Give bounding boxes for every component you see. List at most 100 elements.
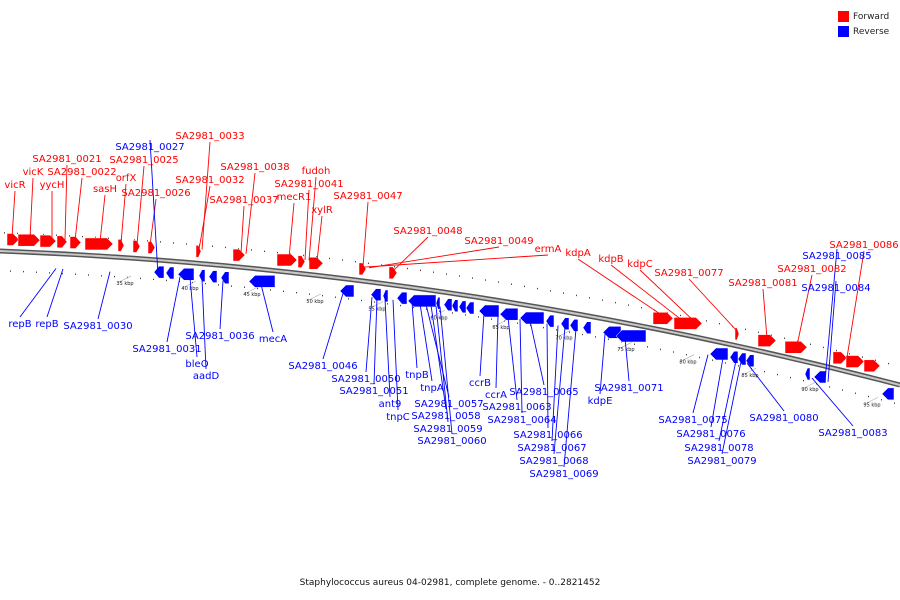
ruler-tick-label: 85 kbp <box>741 373 758 379</box>
gene-label: SA2981_0076 <box>676 429 745 440</box>
track-dot <box>530 324 531 327</box>
track-dot <box>459 275 460 277</box>
forward-gene-arrow <box>757 334 777 347</box>
track-dot <box>361 299 362 302</box>
track-dot <box>862 356 863 358</box>
gene-label: SA2981_0086 <box>829 240 898 251</box>
gene-label: SA2981_0081 <box>728 278 797 289</box>
gene-label: ermA <box>535 244 562 255</box>
track-dot <box>238 247 239 250</box>
leader-line <box>529 320 545 386</box>
reverse-gene-arrow <box>465 301 475 315</box>
forward-gene-arrow <box>784 341 808 354</box>
ruler-guide <box>617 341 633 350</box>
track-dot <box>615 301 616 304</box>
ruler-guide <box>116 275 132 284</box>
track-dot <box>244 286 245 288</box>
forward-gene-arrow <box>832 351 848 365</box>
track-dot <box>446 273 447 275</box>
track-dot <box>673 351 674 353</box>
backbone-highlight <box>0 250 900 386</box>
track-dot <box>43 233 44 236</box>
track-dot <box>283 290 284 292</box>
gene-label: kdpE <box>588 396 613 407</box>
legend-forward: Forward <box>838 9 889 24</box>
track-dot <box>738 365 739 367</box>
track-dot <box>582 333 583 336</box>
gene-label: SA2981_0084 <box>801 283 870 294</box>
track-dot <box>719 322 720 325</box>
gene-labels: vicR vicK yycH SA2981_0021 SA2981_0022 sasHor… <box>4 131 898 480</box>
track-dot <box>251 249 252 251</box>
track-dot <box>498 281 499 283</box>
leader-line <box>99 194 106 243</box>
reverse-gene-arrow <box>153 265 165 279</box>
gene-label: SA2981_0075 <box>658 415 727 426</box>
leader-line <box>260 284 274 333</box>
reverse-gene-arrow <box>737 352 747 366</box>
track-dot <box>23 270 24 273</box>
leader-line <box>507 317 518 401</box>
track-dot <box>316 256 317 258</box>
gene-label: SA2981_0083 <box>818 428 887 439</box>
track-dot <box>140 277 141 280</box>
leader-line <box>546 323 549 429</box>
track-dot <box>420 269 421 272</box>
reverse-gene-arrow <box>709 347 729 361</box>
track-dot <box>589 297 590 299</box>
track-dot <box>368 262 369 265</box>
track-dot <box>842 389 843 391</box>
gene-label: SA2981_0037 <box>209 195 278 206</box>
leader-line <box>479 313 485 377</box>
gene-label: vicR <box>4 180 25 191</box>
forward-gene-arrow <box>132 240 141 253</box>
leader-line <box>553 326 566 455</box>
gene-label: SA2981_0049 <box>464 236 533 247</box>
track-dot <box>186 243 187 245</box>
gene-label: SA2981_0021 <box>32 154 101 165</box>
gene-label: ccrA <box>485 390 507 401</box>
gene-label: SA2981_0069 <box>529 469 598 480</box>
track-dot <box>101 275 102 277</box>
leader-line <box>430 305 447 410</box>
leader-line <box>64 164 68 240</box>
reverse-gene-arrow <box>499 307 519 321</box>
track-dot <box>218 284 219 286</box>
track-dot <box>413 306 414 309</box>
gene-label: SA2981_0085 <box>802 251 871 262</box>
track-dot <box>303 254 304 257</box>
track-dot <box>452 312 453 314</box>
legend-forward-label: Forward <box>853 11 890 22</box>
track-dot <box>725 362 726 364</box>
ruler-guide <box>679 354 695 362</box>
track-dot <box>134 239 135 241</box>
track-dot <box>829 386 830 388</box>
gene-label: SA2981_0031 <box>132 344 201 355</box>
ruler-guide <box>555 330 571 338</box>
track-dot <box>569 331 570 333</box>
track-dot <box>270 289 271 291</box>
reverse-gene-arrow <box>382 289 389 303</box>
leader-line <box>245 172 256 254</box>
gene-label: repB <box>35 319 58 330</box>
gene-label: repB <box>8 319 31 330</box>
track-dot <box>602 299 603 301</box>
leader-line <box>201 278 207 370</box>
track-dot <box>647 346 648 348</box>
forward-gene-arrow <box>652 312 674 325</box>
gene-label: kdpC <box>627 259 652 270</box>
ruler-tick-label: 60 kbp <box>430 315 447 321</box>
gene-label: kdpA <box>565 248 590 259</box>
forward-gene-arrow <box>863 359 881 373</box>
gene-label: kdpB <box>598 254 623 265</box>
track-dot <box>699 356 700 359</box>
gene-label: mecA <box>259 334 287 345</box>
track-dot <box>4 232 5 234</box>
forward-gene-arrow <box>297 255 306 268</box>
reverse-gene-arrow <box>881 387 895 401</box>
track-dot <box>660 348 661 351</box>
track-dot <box>764 370 765 373</box>
forward-gene-arrow <box>673 317 703 330</box>
leader-line <box>46 268 64 318</box>
track-dot <box>433 271 434 273</box>
